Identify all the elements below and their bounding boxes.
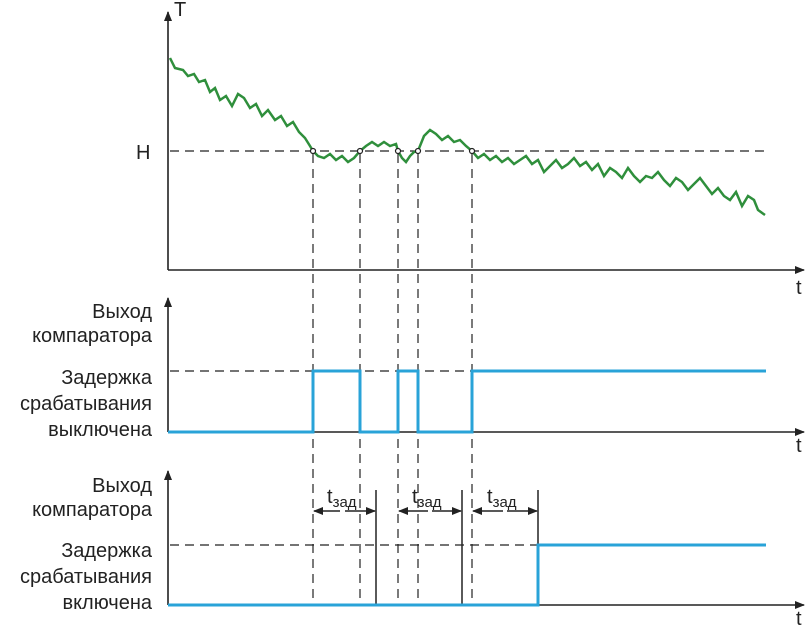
panel-state: выключена — [48, 419, 153, 441]
x-axis-label: t — [796, 435, 802, 457]
x-axis-label: t — [796, 277, 802, 299]
y-axis-label: T — [174, 0, 186, 21]
delay-label: tзад — [412, 486, 442, 511]
panel-title: компаратора — [32, 499, 153, 521]
crossing-points — [309, 147, 476, 155]
panel-title: Выход — [92, 475, 152, 497]
delay-label: tзад — [327, 486, 357, 511]
comparator-signal — [168, 369, 766, 434]
crossing-projections — [312, 154, 473, 605]
panel-title: Выход — [92, 301, 152, 323]
panel-title: компаратора — [32, 325, 153, 347]
threshold-label: H — [136, 142, 150, 164]
panel-state: включена — [62, 592, 152, 614]
panel-state: срабатывания — [20, 393, 152, 415]
temperature-curve — [168, 57, 766, 217]
panel-state: срабатывания — [20, 566, 152, 588]
panel-state: Задержка — [61, 540, 153, 562]
panel-state: Задержка — [61, 367, 153, 389]
delay-label: tзад — [487, 486, 517, 511]
x-axis-label: t — [796, 608, 802, 630]
comparator-signal — [168, 543, 766, 607]
